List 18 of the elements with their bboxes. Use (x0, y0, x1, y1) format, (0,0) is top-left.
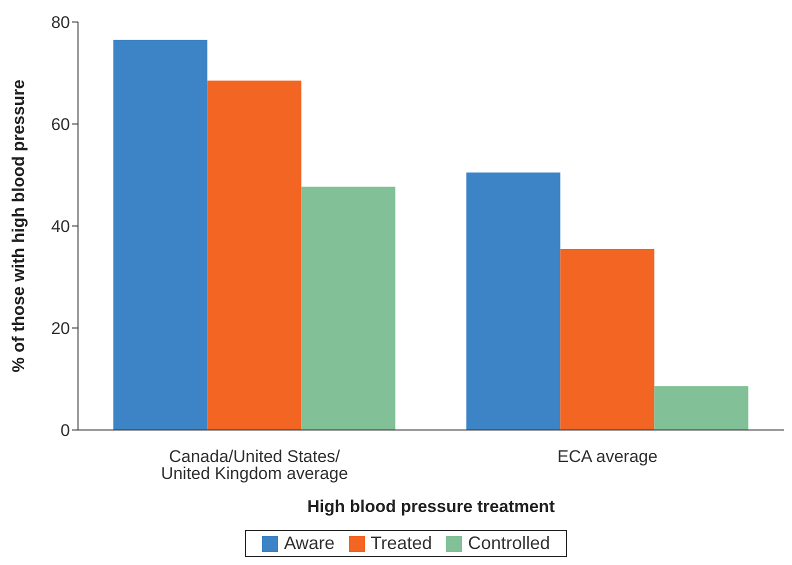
legend-label: Aware (282, 533, 335, 554)
x-tick-label: Canada/United States/ United Kingdom average (160, 447, 348, 484)
y-tick-label: 20 (51, 319, 70, 338)
y-axis-title: % of those with high blood pressure (9, 80, 28, 372)
y-tick-label: 0 (60, 421, 70, 440)
legend-label: Controlled (467, 533, 550, 554)
y-tick-label: 80 (51, 13, 70, 32)
bar (301, 186, 396, 430)
legend-label: Treated (370, 533, 432, 554)
bar (560, 248, 654, 430)
x-axis-title: High blood pressure treatment (307, 497, 556, 516)
y-tick-label: 60 (51, 115, 70, 134)
x-tick-label: ECA average (557, 447, 658, 466)
bar (466, 172, 560, 430)
bar (113, 40, 208, 430)
bar (654, 386, 748, 430)
bar (207, 80, 302, 430)
y-tick-label: 40 (51, 217, 70, 236)
